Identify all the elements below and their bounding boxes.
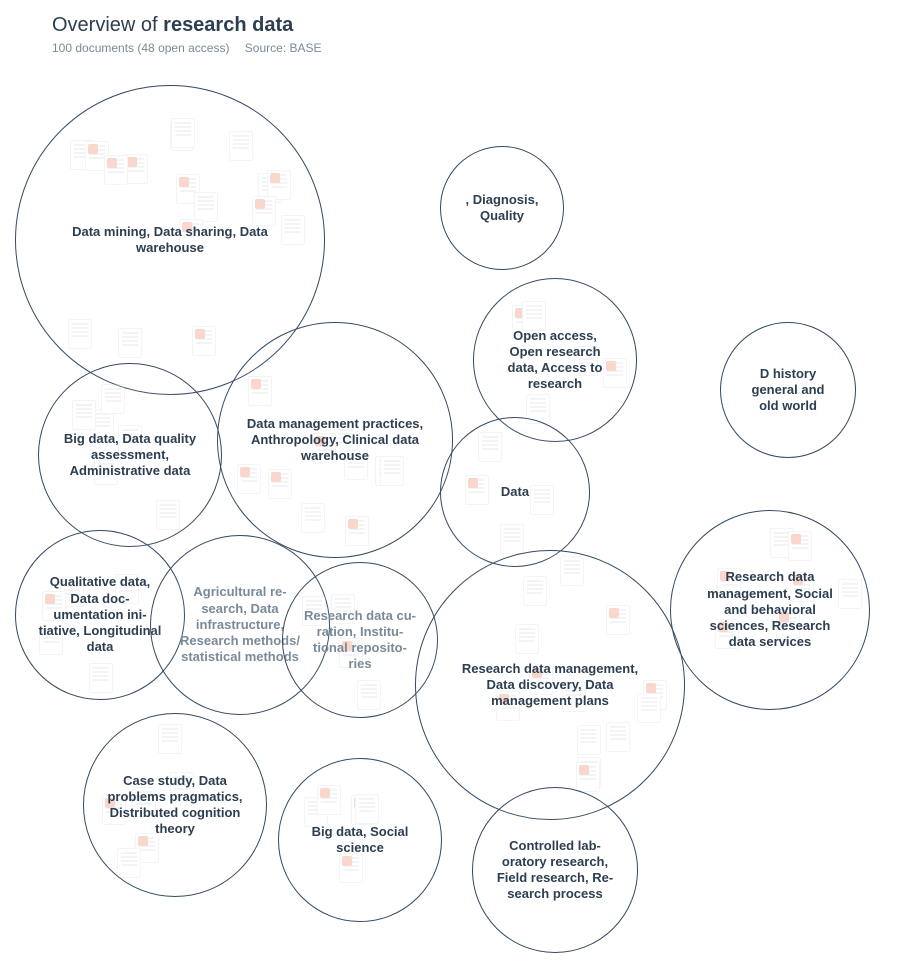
topic-bubble[interactable]: Controlled lab­oratory re­search, Field …	[472, 787, 638, 953]
topic-label: Data	[491, 484, 539, 500]
topic-label: Research data management, So­cial and be…	[685, 569, 855, 650]
topic-bubble[interactable]: Data	[440, 417, 590, 567]
topic-bubble[interactable]: Open access, Open research data, Access …	[473, 278, 637, 442]
topic-bubble[interactable]: Research data manage­ment, Data discover…	[415, 550, 685, 820]
title-bold: research data	[163, 14, 293, 36]
topic-bubble[interactable]: D history general and old world	[720, 322, 856, 458]
topic-label: Research data manage­ment, Data discover…	[440, 661, 660, 710]
subtitle: 100 documents (48 open access) Source: B…	[52, 41, 334, 55]
topic-bubble[interactable]: Big data, Data quality assess­ment, Admi…	[38, 363, 222, 547]
topic-label: Data management practices, Anthropol­ogy…	[235, 416, 436, 465]
topic-bubble[interactable]: Big data, Social science	[278, 758, 442, 922]
page-title: Overview of research data	[52, 14, 334, 37]
bubble-chart: Data mining, Data sharing, Data warehous…	[0, 60, 900, 964]
docs-count: 100 documents (48 open access)	[52, 41, 229, 55]
topic-label: Open access, Open research data, Access …	[485, 328, 624, 393]
topic-bubble[interactable]: Case study, Data problems prag­matics, D…	[83, 713, 267, 897]
topic-label: Data mining, Data sharing, Data warehous…	[60, 224, 280, 257]
topic-label: , Diagno­sis, Quality	[449, 192, 554, 225]
topic-label: Case study, Data problems prag­matics, D…	[97, 773, 253, 838]
topic-label: Big data, Social science	[290, 824, 429, 857]
topic-bubble[interactable]: Research data management, So­cial and be…	[670, 510, 870, 710]
topic-bubble[interactable]: , Diagno­sis, Quality	[440, 146, 564, 270]
topic-bubble[interactable]: Data management practices, Anthropol­ogy…	[217, 322, 453, 558]
source-label: Source: BASE	[245, 41, 322, 55]
topic-label: Big data, Data quality assess­ment, Admi…	[52, 431, 208, 480]
topic-label: D history general and old world	[730, 366, 846, 415]
title-prefix: Overview of	[52, 14, 163, 36]
topic-label: Controlled lab­oratory re­search, Field …	[484, 838, 625, 903]
header: Overview of research data 100 documents …	[52, 14, 334, 55]
topic-label: Research data cu­ration, Institu­tional …	[294, 608, 427, 673]
